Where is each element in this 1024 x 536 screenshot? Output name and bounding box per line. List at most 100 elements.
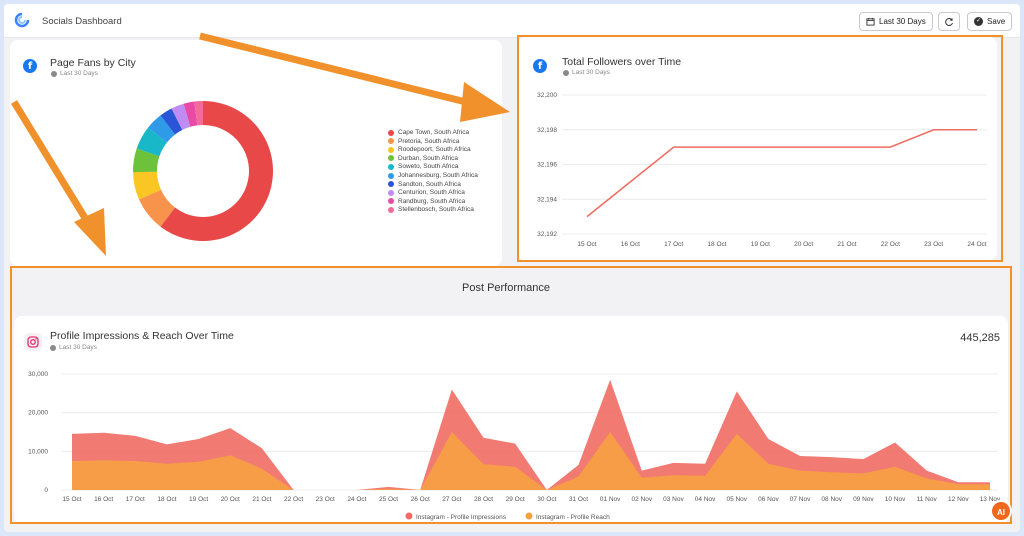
app-logo-icon <box>14 12 30 28</box>
highlight-post-performance-box <box>10 266 1012 524</box>
y-tick-label: 30,000 <box>28 371 48 378</box>
area-series <box>72 432 990 490</box>
y-tick-label: 32,194 <box>537 196 557 203</box>
legend-item[interactable]: Cape Town, South Africa <box>388 129 469 136</box>
impressions-subtitle-text: Last 30 Days <box>59 344 97 351</box>
legend-dot <box>405 512 413 520</box>
impressions-area-chart: 30,000 20,000 10,000 0 15 Oct 16 Oct 17 Oct 18 … <box>28 371 1001 521</box>
save-button[interactable]: ✓ Save <box>967 12 1013 31</box>
x-tick-label: 21 Oct <box>252 496 271 503</box>
donut-slice <box>139 189 176 227</box>
x-tick-label: 17 Oct <box>664 241 683 248</box>
donut-slice <box>183 101 198 127</box>
x-tick-label: 10 Nov <box>885 496 906 503</box>
legend-item[interactable]: Pretoria, South Africa <box>388 138 459 145</box>
legend-item[interactable]: Stellenbosch, South Africa <box>388 206 474 213</box>
y-tick-label: 32,192 <box>537 231 557 238</box>
legend-label: Roodepoort, South Africa <box>398 146 471 154</box>
dashboard-frame: Socials Dashboard Last 30 Days ✓ Save f … <box>4 4 1020 532</box>
x-tick-label: 22 Oct <box>284 496 303 503</box>
followers-card-subtitle: Last 30 Days <box>563 69 610 76</box>
legend-dot <box>388 198 394 205</box>
x-tick-label: 11 Nov <box>917 496 938 503</box>
x-tick-label: 24 Oct <box>967 241 986 248</box>
ai-assistant-button[interactable]: AI <box>990 500 1012 522</box>
facebook-icon: f <box>533 59 547 73</box>
legend-dot <box>388 138 394 145</box>
legend-label[interactable]: Instagram - Profile Reach <box>536 514 610 521</box>
x-tick-label: 25 Oct <box>379 496 398 503</box>
refresh-button[interactable] <box>938 12 960 31</box>
x-tick-label: 19 Oct <box>189 496 208 503</box>
x-tick-label: 19 Oct <box>751 241 770 248</box>
x-tick-label: 20 Oct <box>794 241 813 248</box>
legend-label: Soweto, South Africa <box>398 163 459 171</box>
donut-slice <box>160 101 273 241</box>
legend-label: Cape Town, South Africa <box>398 129 470 136</box>
top-bar: Socials Dashboard Last 30 Days ✓ Save <box>4 4 1020 38</box>
donut-slice <box>148 115 176 143</box>
calendar-icon <box>866 17 875 26</box>
check-circle-icon: ✓ <box>974 17 983 26</box>
legend-item[interactable]: Randburg, South Africa <box>388 198 465 205</box>
fans-card-subtitle: Last 30 Days <box>51 70 98 77</box>
legend-label: Pretoria, South Africa <box>398 137 460 145</box>
donut-slice <box>133 148 160 173</box>
refresh-icon <box>945 17 953 26</box>
total-value: 445,285 <box>960 332 1000 344</box>
legend-item[interactable]: Centurion, South Africa <box>388 189 465 196</box>
legend-label: Stellenbosch, South Africa <box>398 206 474 214</box>
legend-dot <box>388 155 394 162</box>
legend-dot <box>388 172 394 179</box>
legend-label: Johannesburg, South Africa <box>398 172 478 179</box>
legend-label: Durban, South Africa <box>398 154 458 162</box>
date-range-button[interactable]: Last 30 Days <box>859 12 933 31</box>
x-tick-label: 12 Nov <box>948 496 969 503</box>
date-range-label: Last 30 Days <box>879 17 926 26</box>
impressions-card: Profile Impressions & Reach Over Time La… <box>14 316 1008 524</box>
x-tick-label: 03 Nov <box>663 496 684 503</box>
x-tick-label: 09 Nov <box>853 496 874 503</box>
legend-item[interactable]: Roodepoort, South Africa <box>388 146 471 153</box>
impressions-card-title: Profile Impressions & Reach Over Time <box>50 330 234 342</box>
x-tick-label: 18 Oct <box>157 496 176 503</box>
legend-dot <box>388 129 394 136</box>
x-tick-label: 29 Oct <box>506 496 525 503</box>
annotation-arrows <box>11 32 510 256</box>
legend-dot <box>388 181 394 188</box>
fans-donut-chart <box>133 101 273 241</box>
y-tick-label: 32,200 <box>537 92 557 99</box>
y-tick-label: 32,198 <box>537 127 557 134</box>
y-tick-label: 20,000 <box>28 410 48 417</box>
facebook-icon: f <box>23 59 37 73</box>
followers-subtitle-text: Last 30 Days <box>572 69 610 76</box>
legend-label[interactable]: Instagram - Profile Impressions <box>416 514 507 521</box>
impressions-card-subtitle: Last 30 Days <box>50 344 97 351</box>
app-title: Socials Dashboard <box>42 16 122 27</box>
legend-item[interactable]: Sandton, South Africa <box>388 181 461 188</box>
x-tick-label: 08 Nov <box>821 496 842 503</box>
donut-slice <box>171 103 191 130</box>
donut-slice <box>136 127 167 157</box>
clock-icon <box>51 70 57 77</box>
followers-line-chart: 32,200 32,198 32,196 32,194 32,192 15 Oct 16 O… <box>537 92 987 248</box>
legend-dot <box>388 146 394 153</box>
y-tick-label: 0 <box>44 487 48 494</box>
post-performance-title: Post Performance <box>462 282 551 294</box>
legend-item[interactable]: Durban, South Africa <box>388 155 458 162</box>
x-tick-label: 04 Nov <box>695 496 716 503</box>
x-tick-label: 27 Oct <box>442 496 461 503</box>
x-tick-label: 26 Oct <box>411 496 430 503</box>
x-tick-label: 16 Oct <box>621 241 640 248</box>
legend-item[interactable]: Soweto, South Africa <box>388 163 458 170</box>
x-tick-label: 24 Oct <box>347 496 366 503</box>
x-tick-label: 31 Oct <box>569 496 588 503</box>
legend-label: Randburg, South Africa <box>398 197 466 205</box>
followers-series-line <box>586 129 977 218</box>
x-tick-label: 22 Oct <box>881 241 900 248</box>
x-tick-label: 13 Nov <box>980 496 1001 503</box>
legend-label: Centurion, South Africa <box>398 189 465 197</box>
arrow-head-post-performance <box>74 208 106 256</box>
x-tick-label: 18 Oct <box>707 241 726 248</box>
legend-item[interactable]: Johannesburg, South Africa <box>388 172 478 179</box>
